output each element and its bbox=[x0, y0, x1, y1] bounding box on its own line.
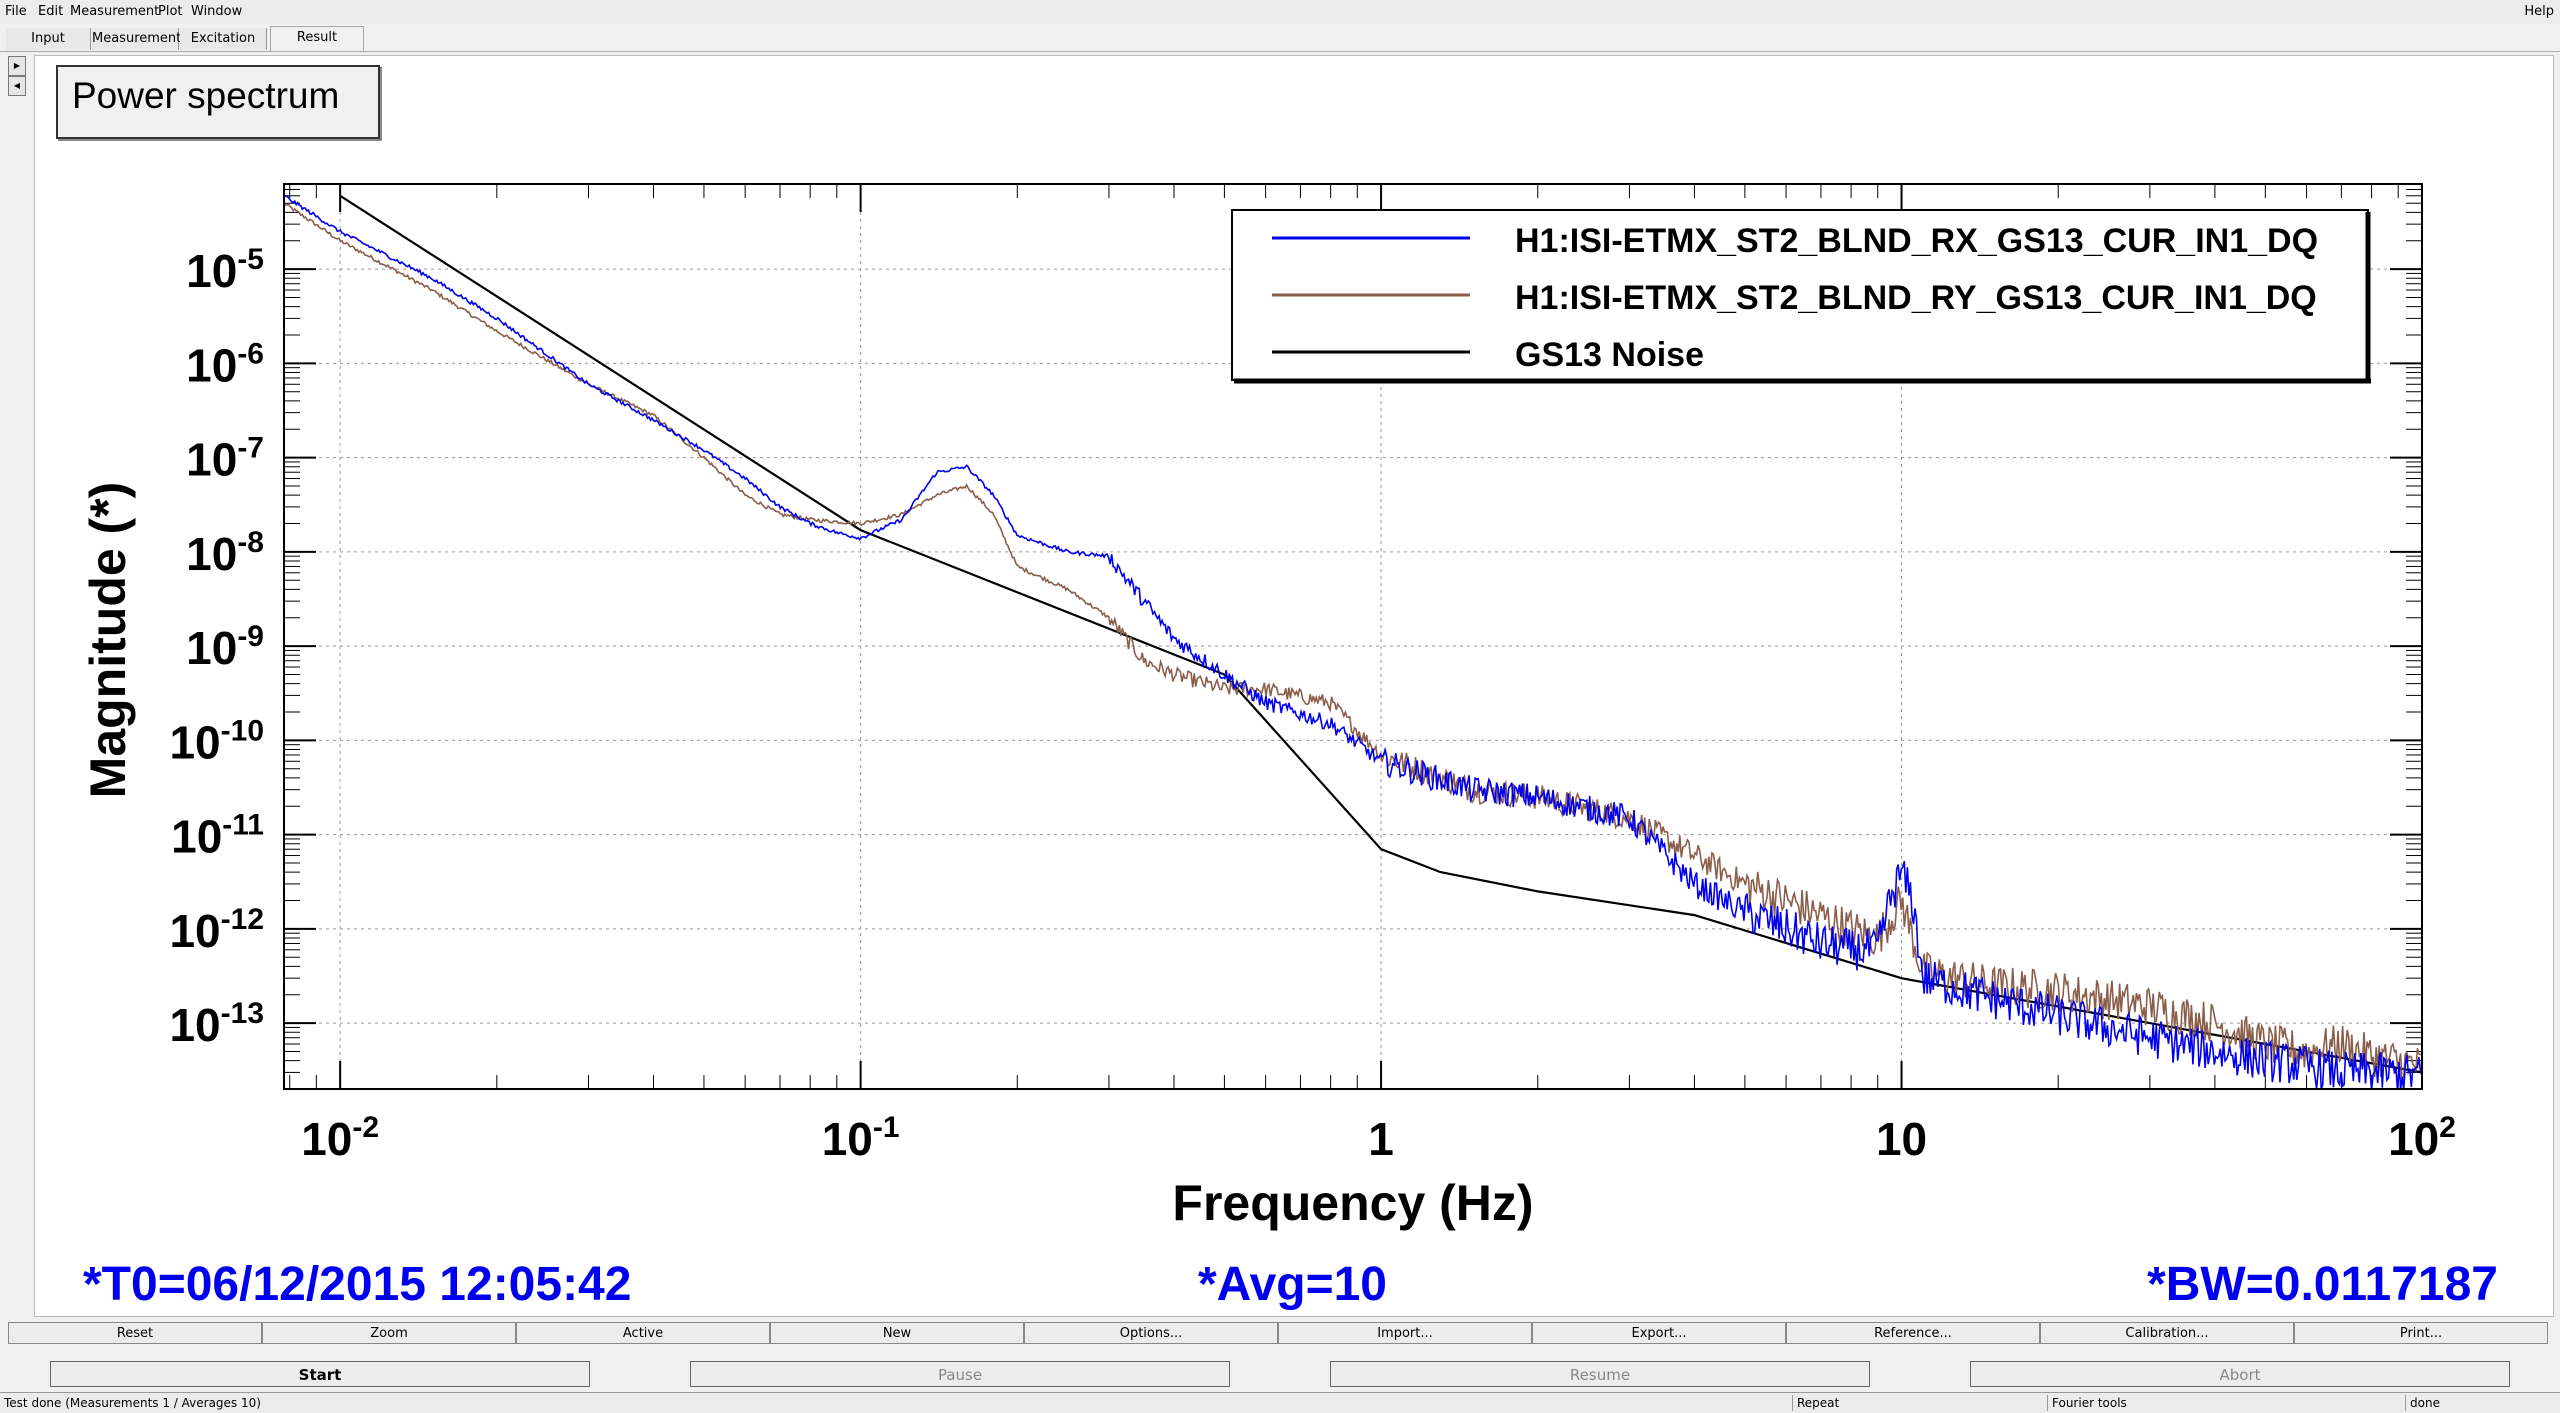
menu-file[interactable]: File bbox=[5, 4, 27, 19]
status-repeat: Repeat bbox=[1792, 1395, 2047, 1411]
series-line bbox=[284, 194, 2422, 1089]
plot-toolbar: Reset Zoom Active New Options... Import.… bbox=[0, 1322, 2560, 1346]
status-bar: Test done (Measurements 1 / Averages 10)… bbox=[0, 1392, 2560, 1413]
legend-label: H1:ISI-ETMX_ST2_BLND_RX_GS13_CUR_IN1_DQ bbox=[1515, 222, 2318, 260]
scroll-right-button[interactable]: ▶ bbox=[8, 56, 26, 76]
x-tick-label: 10 bbox=[1876, 1113, 1927, 1165]
menubar: File Edit Measurement Plot Window Help bbox=[0, 0, 2560, 24]
y-tick-label: 10-8 bbox=[186, 526, 264, 580]
reference-button[interactable]: Reference... bbox=[1786, 1322, 2040, 1344]
y-tick-labels: 10-5 10-6 10-7 10-8 10-9 10-10 10-11 10-12 10-13 bbox=[169, 243, 264, 1051]
legend: H1:ISI-ETMX_ST2_BLND_RX_GS13_CUR_IN1_DQ H… bbox=[1231, 209, 2371, 384]
y-tick-label: 10-9 bbox=[186, 620, 264, 674]
y-axis-label: Magnitude (*) bbox=[80, 482, 136, 799]
y-tick-label: 10-13 bbox=[169, 997, 264, 1051]
triangle-right-icon: ▶ bbox=[13, 61, 21, 70]
start-button[interactable]: Start bbox=[50, 1361, 590, 1387]
power-spectrum-chart[interactable]: 10-2 10-1 1 10 102 10-510-610-710-810-910-10… bbox=[0, 0, 2560, 1260]
scroll-left-button[interactable]: ◀ bbox=[8, 76, 26, 96]
series-line bbox=[284, 202, 2422, 1083]
print-button[interactable]: Print... bbox=[2294, 1322, 2548, 1344]
plot-frame bbox=[283, 183, 2423, 1090]
x-tick-label: 10-2 bbox=[301, 1111, 379, 1165]
y-tick-label: 10-10 bbox=[169, 714, 264, 768]
import-button[interactable]: Import... bbox=[1278, 1322, 1532, 1344]
active-button[interactable]: Active bbox=[516, 1322, 770, 1344]
plot-title-box: Power spectrum bbox=[56, 65, 380, 139]
menu-window[interactable]: Window bbox=[191, 4, 243, 19]
menu-help[interactable]: Help bbox=[2524, 4, 2554, 19]
y-tick-label: 10-7 bbox=[186, 432, 264, 486]
y-tick-label: 10-11 bbox=[171, 809, 264, 863]
control-bar: Start Pause Resume Abort bbox=[0, 1361, 2560, 1389]
options-button[interactable]: Options... bbox=[1024, 1322, 1278, 1344]
y-tick-label: 10-6 bbox=[186, 337, 264, 391]
pause-button[interactable]: Pause bbox=[690, 1361, 1230, 1387]
status-state: done bbox=[2405, 1395, 2560, 1411]
tab-excitation[interactable]: Excitation bbox=[180, 28, 267, 50]
legend-label: H1:ISI-ETMX_ST2_BLND_RY_GS13_CUR_IN1_DQ bbox=[1515, 279, 2317, 317]
y-tick-label: 10-5 bbox=[186, 243, 264, 297]
legend-label: GS13 Noise bbox=[1515, 336, 1704, 374]
menu-edit[interactable]: Edit bbox=[38, 4, 64, 19]
calibration-button[interactable]: Calibration... bbox=[2040, 1322, 2294, 1344]
triangle-left-icon: ◀ bbox=[13, 81, 21, 90]
x-tick-label: 10-1 bbox=[822, 1111, 900, 1165]
stat-avg: *Avg=10 bbox=[1198, 1258, 1387, 1311]
series-layer bbox=[284, 194, 2422, 1089]
y-tick-label: 10-12 bbox=[169, 903, 264, 957]
tab-divider bbox=[0, 51, 2560, 52]
new-button[interactable]: New bbox=[770, 1322, 1024, 1344]
tab-result[interactable]: Result bbox=[270, 26, 364, 52]
status-message: Test done (Measurements 1 / Averages 10) bbox=[4, 1396, 261, 1410]
menu-plot[interactable]: Plot bbox=[158, 4, 183, 19]
x-tick-label: 102 bbox=[2388, 1111, 2456, 1165]
plot-title: Power spectrum bbox=[72, 75, 340, 116]
reset-button[interactable]: Reset bbox=[8, 1322, 262, 1344]
tab-bar: Input Measurement Excitation Result bbox=[0, 26, 2560, 52]
tab-input[interactable]: Input bbox=[6, 28, 91, 50]
x-tick-labels: 10-2 10-1 1 10 102 bbox=[301, 1111, 2456, 1165]
stat-bw: *BW=0.0117187 bbox=[2147, 1258, 2498, 1311]
resume-button[interactable]: Resume bbox=[1330, 1361, 1870, 1387]
export-button[interactable]: Export... bbox=[1532, 1322, 1786, 1344]
legend-entries: H1:ISI-ETMX_ST2_BLND_RX_GS13_CUR_IN1_DQ H… bbox=[1272, 222, 2318, 374]
status-tool: Fourier tools bbox=[2047, 1395, 2405, 1411]
abort-button[interactable]: Abort bbox=[1970, 1361, 2510, 1387]
menu-measurement[interactable]: Measurement bbox=[70, 4, 160, 19]
x-tick-label: 1 bbox=[1368, 1113, 1394, 1165]
minor-ticks bbox=[284, 183, 2423, 1090]
stat-t0: *T0=06/12/2015 12:05:42 bbox=[83, 1258, 632, 1311]
zoom-button[interactable]: Zoom bbox=[262, 1322, 516, 1344]
tab-measurement[interactable]: Measurement bbox=[92, 28, 181, 50]
x-axis-label: Frequency (Hz) bbox=[1172, 1175, 1533, 1231]
